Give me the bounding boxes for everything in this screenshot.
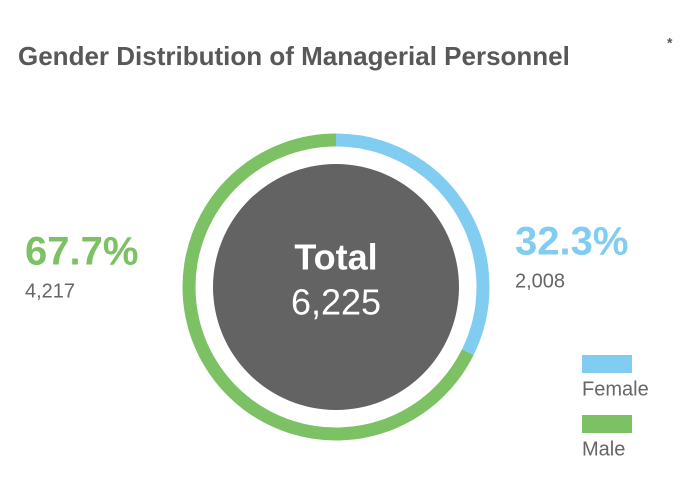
count-label: 4,217: [25, 280, 75, 302]
legend-label: Male: [582, 438, 625, 460]
count-label: 2,008: [515, 270, 565, 292]
center-total: 6,225: [291, 282, 381, 323]
legend-swatch: [582, 355, 632, 373]
donut-segment: [182, 133, 474, 441]
chart-title: Gender Distribution of Managerial Person…: [18, 41, 570, 71]
percent-label: 67.7%: [25, 230, 138, 274]
title-note: *: [667, 35, 673, 51]
legend-label: Female: [582, 378, 649, 400]
legend-swatch: [582, 415, 632, 433]
percent-label: 32.3%: [515, 220, 628, 264]
center-disc: [213, 164, 459, 410]
donut-segment: [335, 133, 490, 355]
center-label: Total: [294, 237, 377, 278]
